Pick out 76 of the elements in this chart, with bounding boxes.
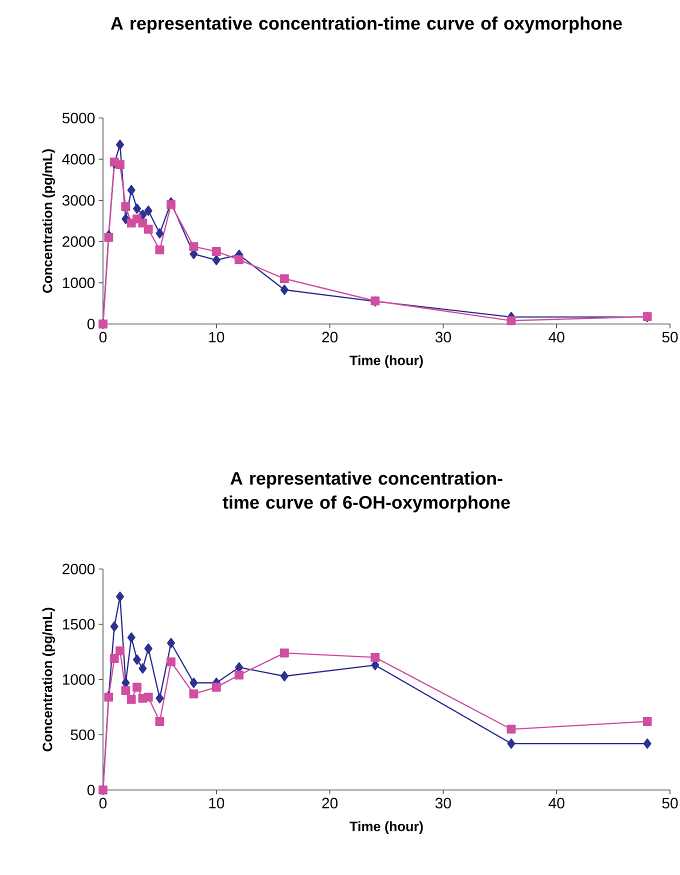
- x-tick-label: 20: [322, 798, 338, 808]
- point: [138, 663, 147, 674]
- point: [190, 678, 198, 688]
- point: [156, 228, 164, 239]
- point: [144, 692, 153, 702]
- chart-title: A representative concentration-time curve of 6-OH-oxymorphone: [222, 472, 510, 512]
- point: [280, 648, 289, 658]
- point: [234, 670, 244, 680]
- point: [370, 652, 380, 662]
- point: [133, 203, 142, 214]
- point: [642, 717, 652, 726]
- point: [234, 255, 244, 264]
- point: [116, 140, 124, 150]
- point: [506, 724, 516, 734]
- point: [121, 202, 130, 212]
- y-tick-label: 500: [70, 729, 95, 740]
- point: [122, 678, 130, 688]
- point: [166, 200, 176, 209]
- point: [156, 693, 164, 704]
- y-axis-title: Concentration (pg/mL): [42, 149, 55, 293]
- x-tick-label: 10: [209, 332, 224, 342]
- point: [127, 632, 136, 643]
- point: [506, 316, 516, 326]
- x-tick-label: 30: [435, 332, 451, 342]
- point: [507, 738, 516, 749]
- y-tick-label: 2000: [62, 564, 95, 574]
- point: [212, 682, 221, 692]
- point: [110, 621, 118, 632]
- x-tick-label: 50: [662, 798, 678, 808]
- point: [167, 638, 176, 648]
- point: [189, 689, 198, 698]
- point: [121, 686, 130, 696]
- point: [127, 184, 136, 196]
- y-tick-label: 4000: [62, 154, 95, 165]
- y-tick-label: 1500: [62, 618, 95, 630]
- x-tick-label: 0: [99, 332, 107, 342]
- y-tick-label: 3000: [62, 195, 95, 206]
- x-axis-title: Time (hour): [350, 355, 423, 368]
- point: [116, 160, 124, 170]
- y-tick-label: 0: [87, 784, 95, 796]
- point: [166, 657, 176, 666]
- point: [144, 206, 152, 216]
- chart-title: A representative concentration-time curve of oxymorphone: [110, 16, 622, 34]
- point: [189, 242, 198, 251]
- y-tick-label: 1000: [62, 277, 95, 288]
- x-tick-label: 40: [548, 332, 564, 342]
- x-tick-label: 0: [99, 798, 107, 808]
- point: [144, 643, 152, 654]
- point: [280, 671, 288, 682]
- x-tick-label: 40: [548, 798, 564, 808]
- point: [138, 218, 148, 228]
- y-tick-label: 0: [87, 318, 95, 330]
- x-tick-label: 30: [435, 798, 451, 808]
- point: [116, 646, 124, 656]
- point: [144, 224, 153, 234]
- point: [212, 247, 221, 256]
- x-tick-label: 50: [662, 332, 678, 342]
- point: [643, 738, 652, 749]
- x-tick-label: 10: [209, 798, 224, 808]
- point: [280, 274, 289, 284]
- y-tick-label: 2000: [62, 236, 95, 247]
- point: [104, 233, 114, 242]
- y-axis-title: Concentration (pg/mL): [42, 608, 55, 752]
- point: [126, 694, 136, 704]
- point: [280, 284, 288, 295]
- x-axis-title: Time (hour): [350, 821, 423, 834]
- point: [212, 254, 220, 266]
- point: [116, 591, 124, 602]
- point: [132, 682, 142, 692]
- point: [110, 654, 119, 663]
- y-tick-label: 1000: [62, 674, 95, 685]
- x-tick-label: 20: [322, 332, 338, 342]
- y-tick-label: 5000: [62, 112, 95, 124]
- point: [133, 654, 142, 665]
- point: [155, 717, 164, 726]
- point: [155, 245, 164, 254]
